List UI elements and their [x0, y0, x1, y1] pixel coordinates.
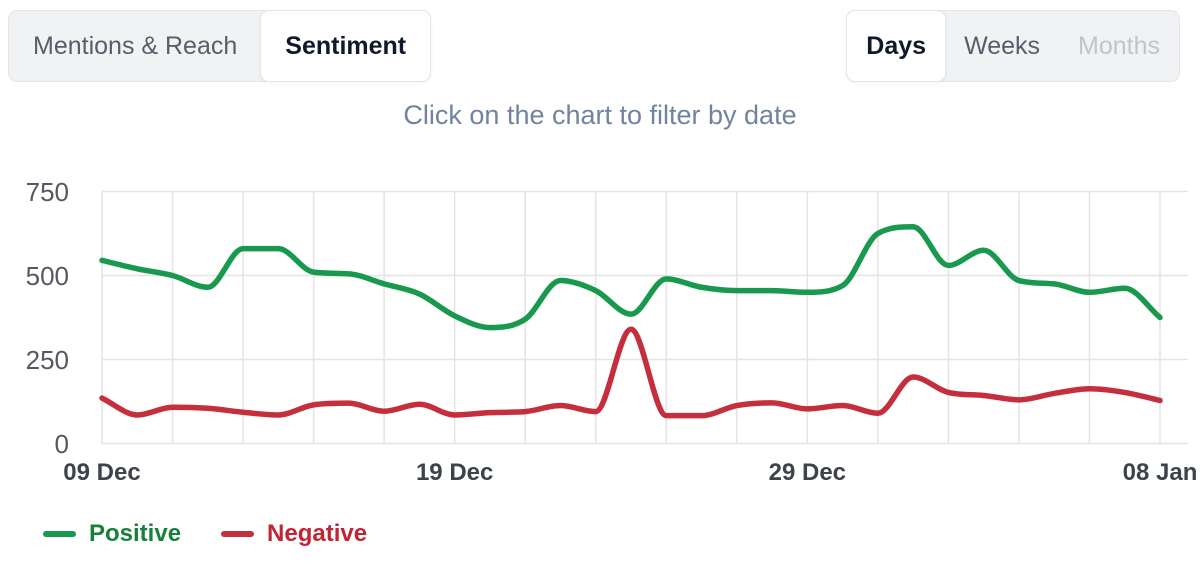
- chart-legend: Positive Negative: [43, 520, 367, 548]
- y-axis-tick-label: 500: [25, 260, 69, 291]
- period-tab-group: Days Weeks Months: [846, 10, 1180, 82]
- positive-line[interactable]: [99, 224, 1163, 331]
- x-axis-tick-label: 19 Dec: [415, 459, 494, 486]
- x-axis-tick-label: 08 Jan: [1122, 459, 1198, 486]
- legend-item-positive[interactable]: Positive: [43, 520, 181, 548]
- legend-label-positive: Positive: [89, 520, 182, 547]
- tab-months: Months: [1059, 11, 1179, 81]
- y-axis-tick-label: 250: [25, 344, 69, 375]
- x-axis-tick-label: 09 Dec: [63, 459, 141, 486]
- y-axis-tick-label: 0: [54, 428, 69, 459]
- positive-series-swatch: [43, 531, 76, 537]
- legend-label-negative: Negative: [267, 520, 368, 547]
- x-axis-tick-label: 29 Dec: [768, 459, 847, 486]
- view-tab-group: Mentions & Reach Sentiment: [8, 10, 432, 82]
- negative-series-swatch: [221, 531, 255, 537]
- legend-item-negative[interactable]: Negative: [221, 520, 367, 548]
- tab-sentiment[interactable]: Sentiment: [260, 10, 432, 82]
- tab-mentions-reach[interactable]: Mentions & Reach: [9, 11, 261, 81]
- tab-weeks[interactable]: Weeks: [945, 11, 1059, 81]
- tab-days[interactable]: Days: [846, 10, 947, 82]
- negative-line[interactable]: [99, 326, 1163, 419]
- chart-filter-hint: Click on the chart to filter by date: [403, 100, 797, 130]
- y-axis-tick-label: 750: [25, 176, 69, 207]
